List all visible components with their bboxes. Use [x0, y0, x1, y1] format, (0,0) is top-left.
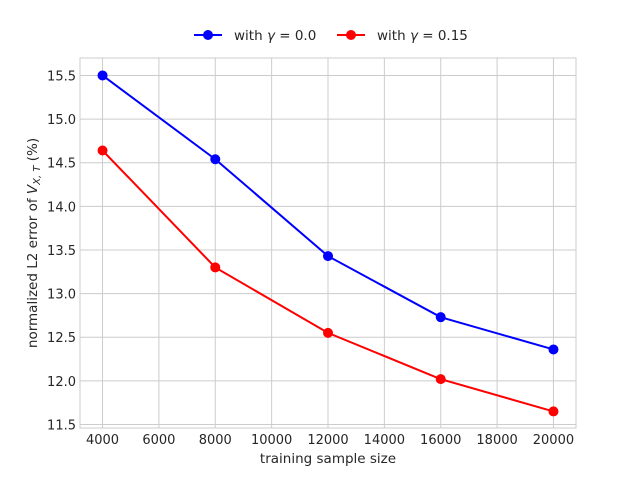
y-tick-labels: 11.5 12.0 12.5 13.0 13.5 14.0 14.5 15.0 15.5 — [47, 69, 76, 433]
y-tick-label: 14.0 — [47, 200, 76, 215]
y-tick-label: 12.0 — [47, 375, 76, 390]
data-point — [210, 262, 221, 273]
data-point — [435, 374, 446, 385]
data-point — [323, 251, 333, 262]
legend: with γ = 0.0 with γ = 0.15 — [194, 28, 468, 44]
x-tick-label: 12000 — [307, 433, 348, 448]
y-tick-label: 11.5 — [47, 419, 76, 434]
x-tick-label: 6000 — [142, 433, 175, 448]
y-tick-label: 15.5 — [47, 69, 76, 84]
legend-marker-gamma-015 — [346, 30, 356, 40]
legend-item-gamma-0: with γ = 0.0 — [194, 28, 316, 44]
x-tick-label: 18000 — [476, 433, 517, 448]
grid-lines — [80, 58, 576, 428]
data-point — [210, 154, 221, 165]
legend-item-gamma-015: with γ = 0.15 — [337, 28, 468, 44]
y-tick-label: 13.0 — [47, 288, 76, 303]
plot-border — [79, 57, 577, 429]
y-tick-label: 15.0 — [47, 113, 76, 128]
x-axis-label: training sample size — [260, 451, 396, 467]
y-axis-label: normalized L2 error of VX, T (%) — [25, 138, 43, 348]
legend-label-gamma-0: with γ = 0.0 — [234, 28, 316, 44]
y-tick-label: 13.5 — [47, 244, 76, 259]
data-point — [323, 327, 333, 338]
x-tick-label: 20000 — [533, 433, 574, 448]
x-tick-label: 16000 — [420, 433, 461, 448]
series-points — [97, 70, 559, 417]
data-point — [97, 70, 108, 81]
x-tick-label: 4000 — [86, 433, 119, 448]
x-tick-labels: 4000 6000 8000 10000 12000 14000 16000 18000 200… — [86, 433, 574, 448]
legend-label-gamma-015: with γ = 0.15 — [377, 28, 468, 44]
x-tick-label: 14000 — [364, 433, 405, 448]
y-tick-label: 14.5 — [47, 157, 76, 172]
data-point — [548, 344, 559, 355]
data-point — [435, 312, 446, 323]
y-tick-label: 12.5 — [47, 331, 76, 346]
x-tick-label: 8000 — [199, 433, 232, 448]
data-point — [97, 145, 108, 156]
legend-marker-gamma-0 — [203, 30, 213, 40]
x-tick-label: 10000 — [251, 433, 292, 448]
data-point — [548, 406, 559, 417]
